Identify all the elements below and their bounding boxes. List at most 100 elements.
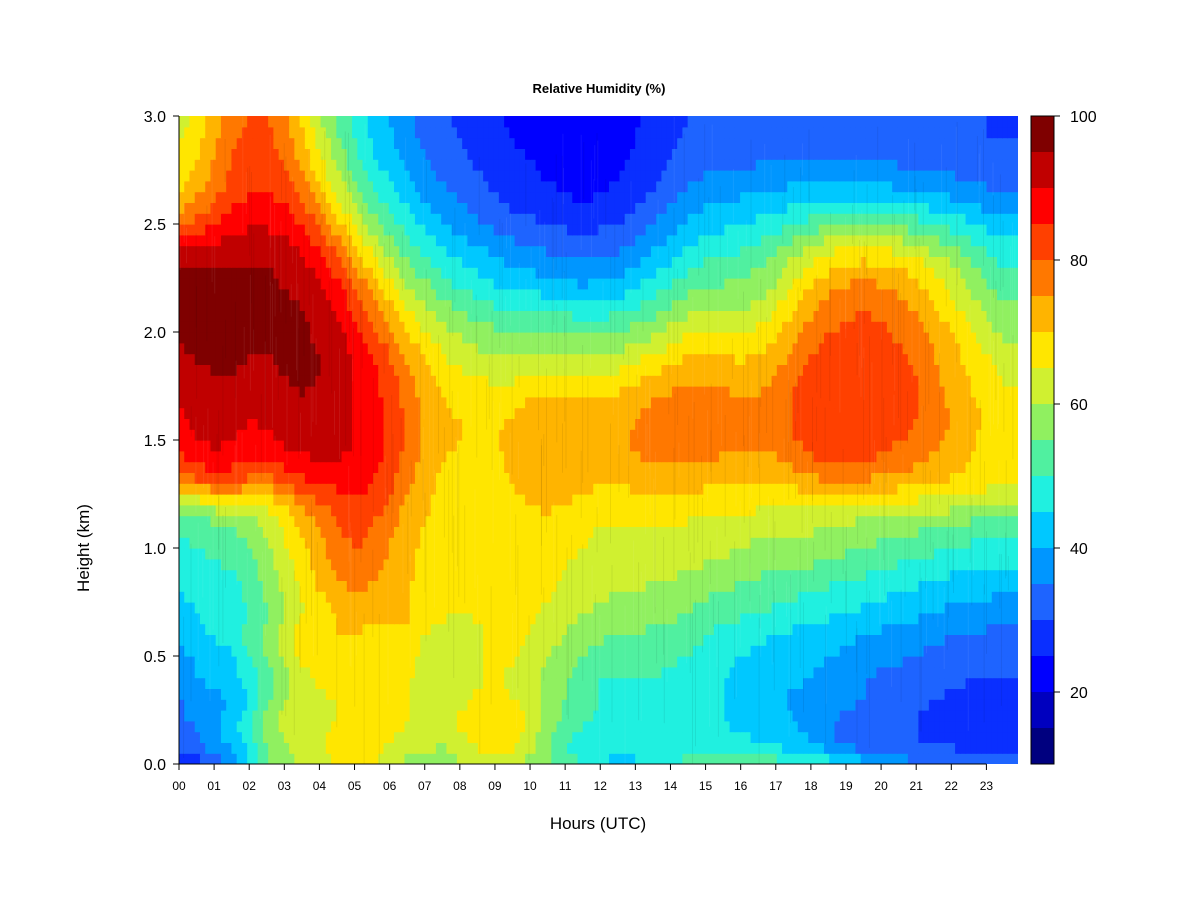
heat-cell [682,710,689,722]
heat-cell [525,461,531,473]
heat-cell [341,656,348,668]
heat-cell [855,558,862,571]
heat-cell [823,645,830,657]
heat-cell [855,580,862,592]
heat-cell [698,677,704,689]
heat-cell [876,580,883,592]
heat-cell [472,472,479,484]
heat-cell [294,429,301,441]
heat-cell [194,612,201,625]
heat-cell [456,548,463,560]
heat-cell [897,677,904,689]
heat-cell [357,440,364,452]
heat-cell [535,591,542,603]
heat-cell [876,612,883,625]
heat-cell [451,612,458,625]
heat-cell [876,504,883,517]
heat-cell [509,634,516,646]
heat-cell [687,688,694,700]
heat-cell [677,450,683,463]
heat-cell [383,461,390,473]
heat-cell [886,504,893,517]
heat-cell [383,623,390,635]
heat-cell [1012,591,1018,603]
heat-cell [561,602,568,614]
heat-cell [378,472,385,484]
heat-cell [179,656,185,668]
heat-cell [976,612,982,625]
heat-cell [881,602,888,614]
heat-cell [640,515,647,527]
heat-cell [708,688,715,700]
heat-cell [577,515,584,527]
heat-cell [724,591,731,603]
heat-cell [299,450,306,463]
heat-cell [745,656,752,668]
heat-cell [504,515,510,527]
heat-cell [467,677,474,689]
heat-cell [304,580,311,592]
heat-cell [262,537,269,549]
heat-cell [540,656,547,668]
heat-cell [629,450,636,463]
heat-cell [241,483,248,495]
heat-cell [640,688,647,700]
heat-cell [420,623,427,635]
heat-cell [771,720,778,733]
heat-cell [1002,699,1009,711]
heat-cell [881,591,888,603]
heat-cell [734,537,741,549]
heat-cell [215,580,222,592]
heat-cell [278,591,285,603]
heat-cell [855,656,862,668]
heat-cell [818,666,825,679]
heat-cell [991,731,998,743]
heat-cell [724,731,731,743]
heat-cell [750,450,757,463]
heat-cell [236,494,243,506]
heat-cell [525,494,531,506]
heat-cell [498,623,505,635]
heat-cell [567,440,573,452]
heat-cell [782,731,788,743]
heat-cell [614,472,621,484]
heat-cell [865,753,872,764]
heat-cell [582,666,589,679]
heat-cell [441,526,448,538]
heat-cell [556,515,563,527]
heat-cell [886,710,893,722]
heat-cell [383,483,390,495]
heat-cell [509,720,516,733]
heat-cell [341,688,348,700]
heat-cell [435,591,442,603]
heat-cell [907,623,914,635]
heat-cell [278,504,285,517]
heat-cell [567,666,573,679]
heat-cell [530,656,537,668]
heat-cell [724,623,731,635]
heat-cell [640,472,647,484]
heat-cell [220,623,227,635]
heat-cell [357,623,364,635]
heat-cell [336,591,343,603]
heat-cell [477,450,484,463]
heat-cell [1007,602,1014,614]
heat-cell [346,666,353,679]
heat-cell [829,634,836,646]
heat-cell [367,440,374,452]
heat-cell [393,429,400,441]
heat-cell [561,677,568,689]
heat-cell [986,720,993,733]
heat-cell [572,580,579,592]
heat-cell [650,461,657,473]
heat-cell [331,537,337,549]
heat-cell [519,699,526,711]
heat-cell [441,483,448,495]
heat-cell [624,450,631,463]
heat-cell [886,450,893,463]
heat-cell [414,515,421,527]
heat-cell [666,450,673,463]
heat-cell [923,677,930,689]
heat-cell [262,461,269,473]
heat-cell [624,591,631,603]
